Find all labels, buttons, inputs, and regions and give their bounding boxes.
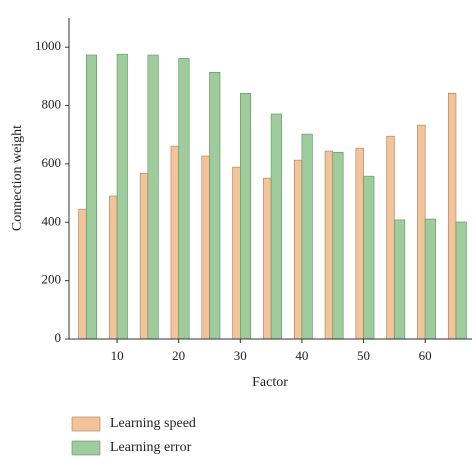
bar [232, 166, 241, 340]
bar [301, 133, 313, 340]
bar [263, 177, 272, 340]
bar [293, 159, 303, 340]
x-tick-label: 20 [172, 348, 185, 363]
bar [455, 221, 467, 340]
legend-swatch [71, 440, 101, 456]
bar [147, 54, 159, 340]
bar [332, 151, 344, 340]
bar [170, 145, 179, 340]
y-tick-label: 800 [42, 97, 62, 112]
bar [363, 175, 375, 340]
y-tick-label: 0 [55, 330, 62, 345]
y-tick-label: 600 [42, 155, 62, 170]
bar [447, 92, 457, 340]
bar [386, 135, 395, 340]
x-tick-label: 50 [357, 348, 370, 363]
bar [240, 92, 252, 340]
bar [324, 150, 334, 340]
bar [209, 71, 221, 340]
y-tick-label: 1000 [35, 38, 61, 53]
bar [139, 172, 149, 340]
bar [201, 155, 210, 340]
y-tick-label: 400 [42, 213, 62, 228]
bar [109, 195, 118, 340]
x-tick-label: 10 [111, 348, 124, 363]
x-axis-label: Factor [252, 375, 288, 390]
bar [116, 53, 128, 340]
bar [178, 57, 190, 340]
bar [78, 208, 87, 340]
x-tick-label: 60 [419, 348, 432, 363]
y-axis-label: Connection weight [10, 125, 25, 231]
legend-swatch [71, 416, 101, 432]
bar [355, 147, 364, 340]
y-tick-label: 200 [42, 272, 62, 287]
x-tick-label: 40 [295, 348, 308, 363]
bar [417, 124, 426, 340]
legend-label: Learning error [110, 440, 192, 455]
bar [394, 219, 406, 340]
bar [270, 113, 282, 340]
legend-label: Learning speed [110, 416, 196, 431]
bar [424, 218, 436, 340]
x-tick-label: 30 [234, 348, 247, 363]
bar [85, 54, 98, 340]
